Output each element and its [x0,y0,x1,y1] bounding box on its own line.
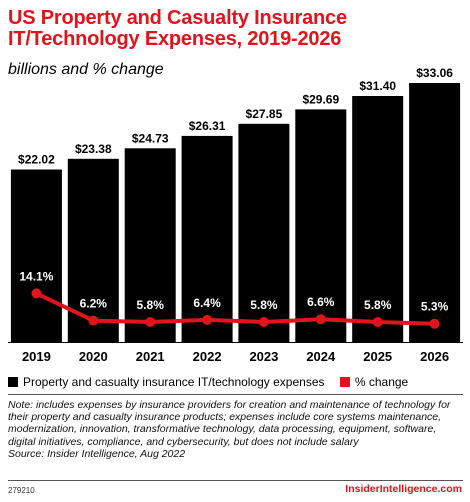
bar-value-label-2024: $29.69 [302,92,339,106]
bar-2025 [352,96,404,342]
bar-value-label-2021: $24.73 [132,131,169,145]
line-point-2019 [31,288,42,299]
legend-item-line: % change [339,375,409,389]
legend-label-line: % change [354,375,409,389]
line-point-2022 [202,314,213,325]
bar-value-label-2022: $26.31 [189,119,226,133]
x-tick-label-2021: 2021 [136,349,165,364]
line-pct-change [35,291,435,326]
line-point-2024 [315,314,326,325]
line-point-2023 [258,317,269,327]
x-tick-label-2025: 2025 [363,349,392,364]
chart-title: US Property and Casualty Insurance IT/Te… [8,7,347,50]
chart-plot: $22.02 2019 $23.38 2020 $24.73 2021 $26.31 2022… [8,66,463,364]
line-point-2020 [88,315,99,326]
bar-value-label-2026: $33.06 [416,66,453,80]
bar-value-label-2023: $27.85 [246,107,283,121]
source-text: Source: Insider Intelligence, Aug 2022 [8,447,186,460]
bar-2022 [181,135,233,342]
x-tick-label-2020: 2020 [79,349,108,364]
chart-legend: Property and casualty insurance IT/techn… [8,375,408,389]
bar-value-label-2020: $23.38 [75,142,112,156]
legend-label-bars: Property and casualty insurance IT/techn… [23,375,325,389]
bar-2026 [409,83,461,342]
chart-id: 279210 [8,486,35,495]
bar-2023 [238,123,290,342]
x-tick-label-2023: 2023 [249,349,278,364]
chart-note: Note: includes expenses by insurance pro… [8,399,466,460]
line-value-label-2022: 6.4% [193,296,221,310]
note-text: Note: includes expenses by insurance pro… [8,399,451,448]
bar-value-label-2025: $31.40 [359,79,396,93]
bar-2024 [295,109,347,343]
divider-bottom [8,480,463,481]
bar-2019 [10,169,62,342]
line-value-label-2021: 5.8% [137,298,165,312]
line-value-label-2026: 5.3% [421,300,449,314]
bar-2020 [67,158,119,342]
x-tick-label-2022: 2022 [193,349,222,364]
line-value-label-2025: 5.8% [364,298,392,312]
line-value-label-2019: 14.1% [19,269,53,283]
legend-item-bars: Property and casualty insurance IT/techn… [8,375,325,389]
bar-2021 [124,148,176,342]
x-tick-label-2024: 2024 [306,349,336,364]
line-value-label-2023: 5.8% [250,298,278,312]
line-point-2025 [372,317,383,327]
legend-swatch-bars [8,377,18,387]
divider-top [8,394,463,395]
x-tick-label-2026: 2026 [420,349,449,364]
line-point-2021 [145,317,156,327]
brand-link[interactable]: InsiderIntelligence.com [345,483,462,495]
legend-swatch-line [339,377,350,387]
x-tick-label-2019: 2019 [22,349,51,364]
line-value-label-2024: 6.6% [307,295,335,309]
bar-value-label-2019: $22.02 [18,153,55,167]
chart-subtitle: billions and % change [8,61,164,78]
line-point-2026 [429,318,440,329]
line-value-label-2020: 6.2% [80,297,108,311]
